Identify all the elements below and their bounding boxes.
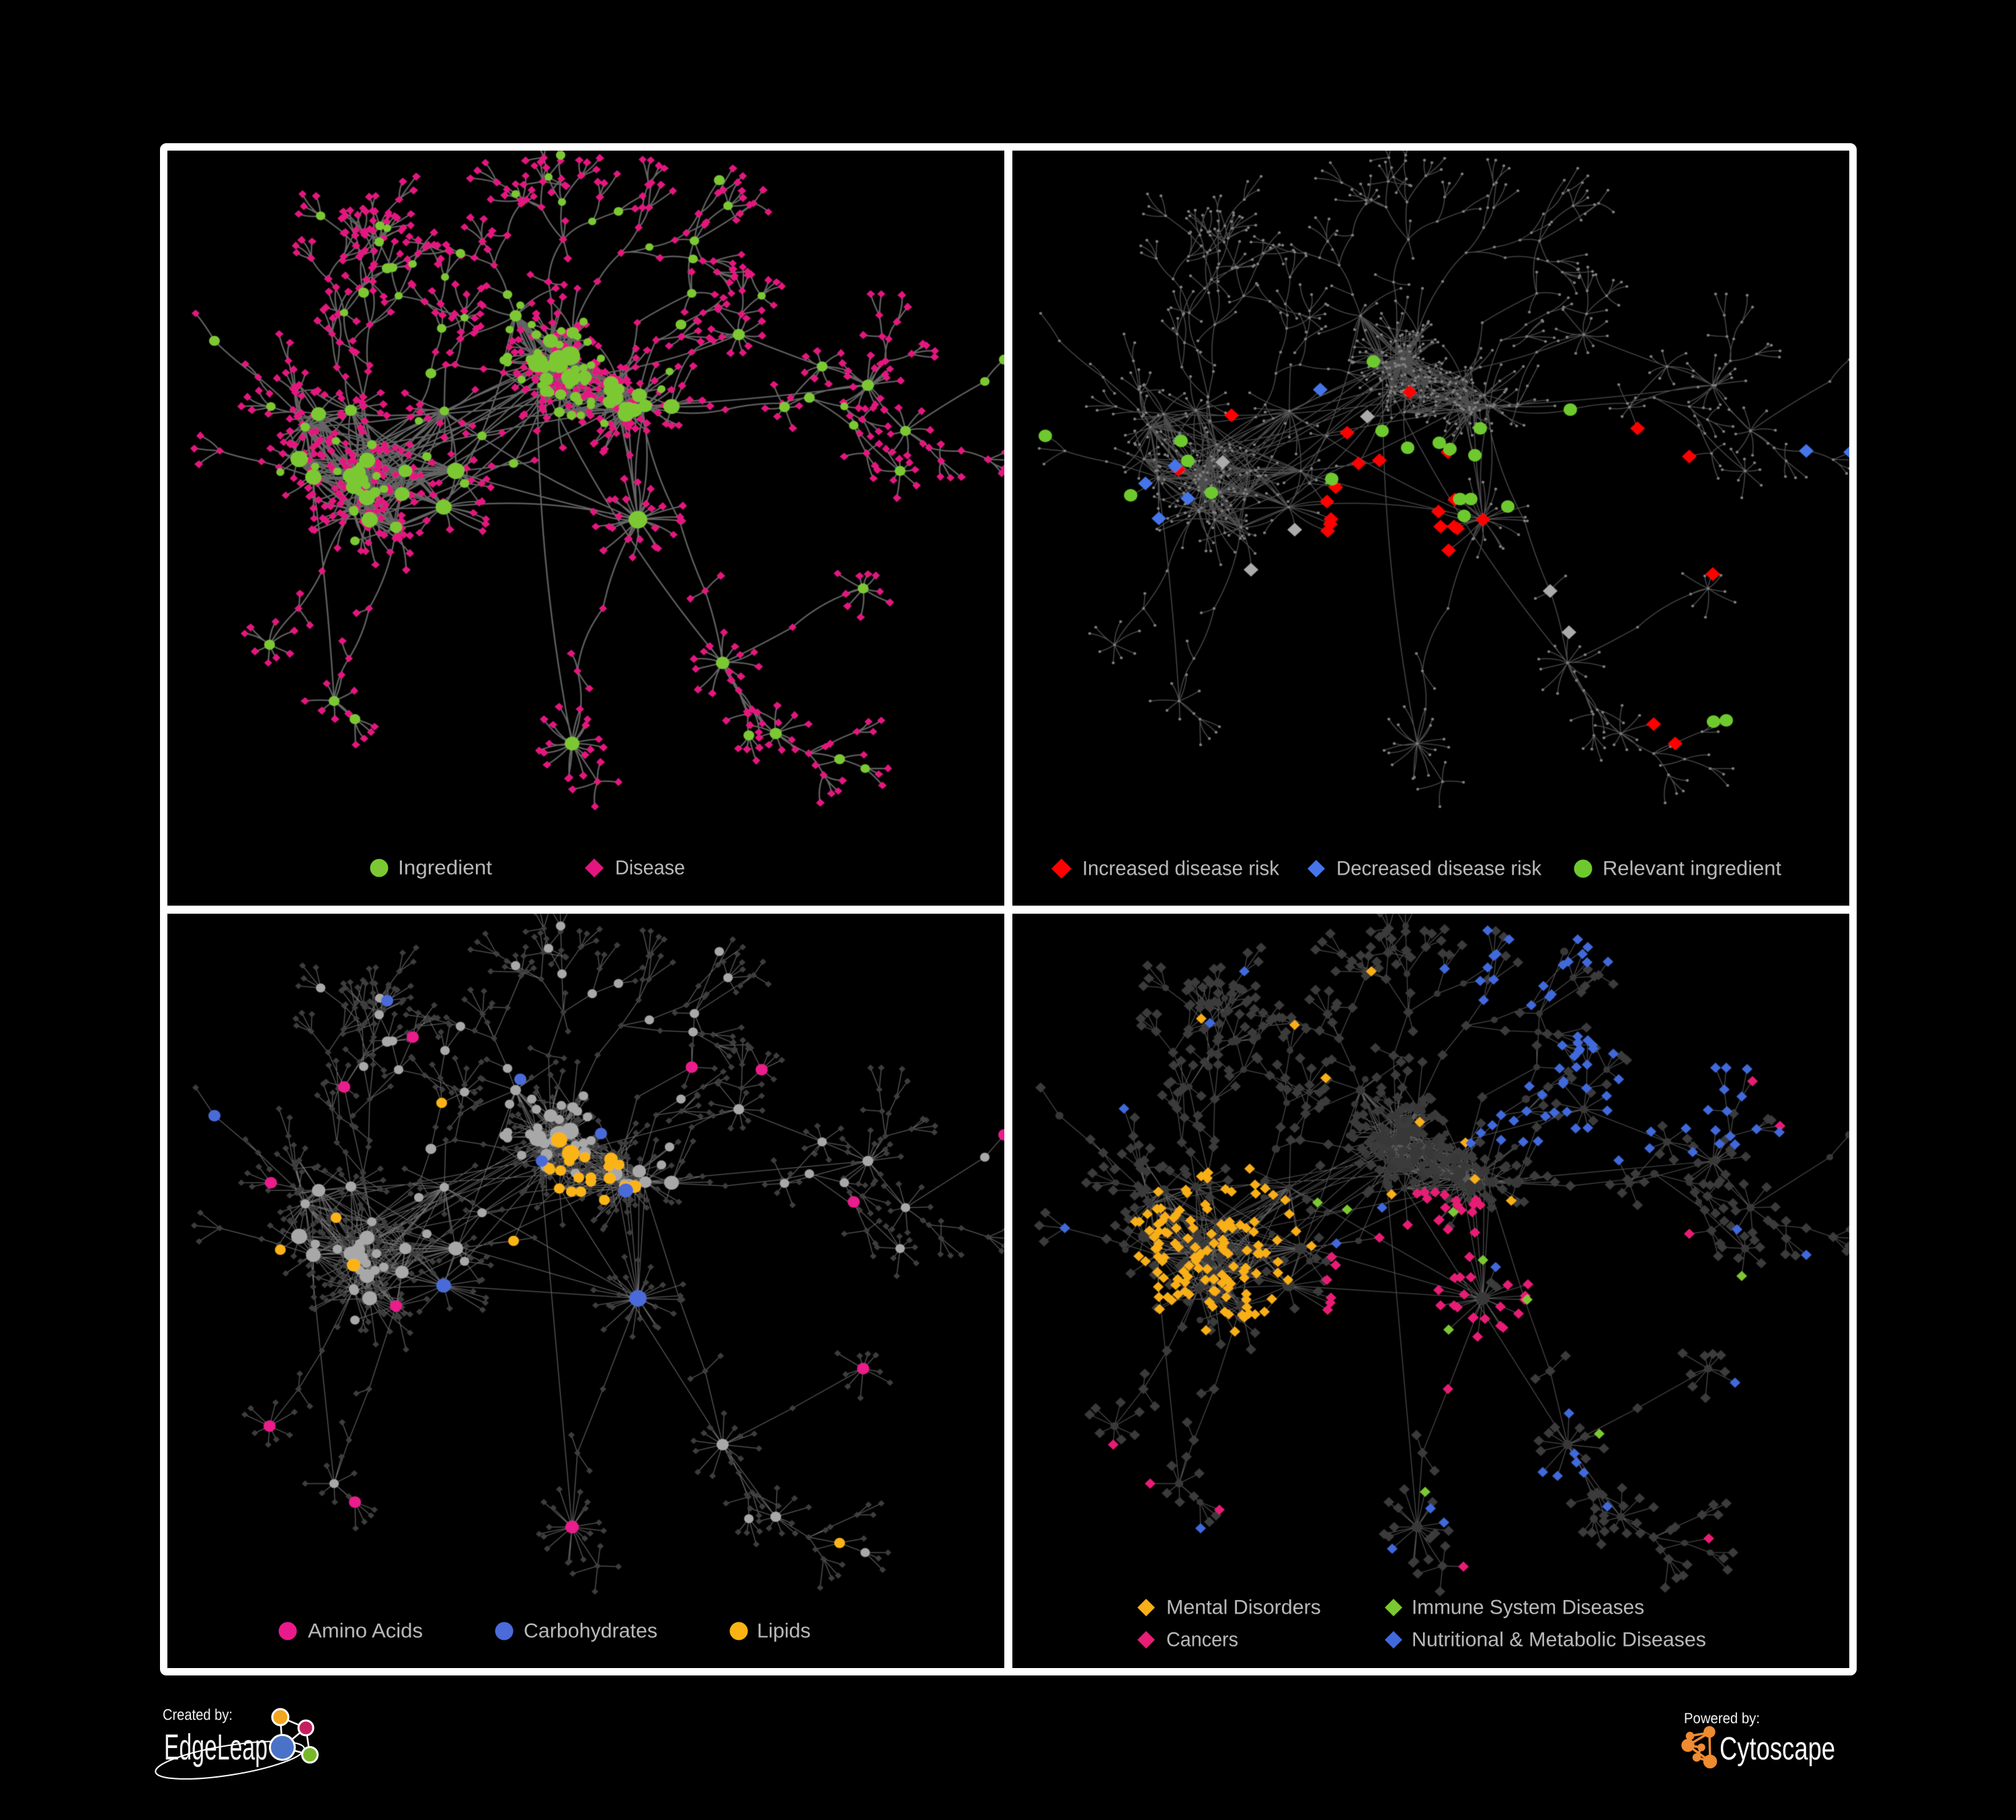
- svg-text:Ingredient: Ingredient: [398, 857, 493, 879]
- svg-text:Decreased disease risk: Decreased disease risk: [1336, 858, 1542, 880]
- svg-text:Cytoscape: Cytoscape: [1720, 1731, 1835, 1767]
- svg-text:Relevant ingredient: Relevant ingredient: [1603, 858, 1782, 880]
- svg-text:Created by:: Created by:: [163, 1706, 233, 1723]
- svg-text:Cancers: Cancers: [1166, 1629, 1238, 1651]
- svg-text:Mental Disorders: Mental Disorders: [1166, 1597, 1321, 1619]
- svg-text:Carbohydrates: Carbohydrates: [524, 1620, 657, 1643]
- svg-text:Lipids: Lipids: [757, 1620, 811, 1643]
- svg-text:Immune System Diseases: Immune System Diseases: [1412, 1597, 1644, 1619]
- svg-text:Powered by:: Powered by:: [1684, 1710, 1760, 1727]
- svg-text:Increased disease risk: Increased disease risk: [1082, 858, 1280, 880]
- svg-text:Nutritional & Metabolic Diseas: Nutritional & Metabolic Diseases: [1412, 1629, 1706, 1651]
- svg-text:Amino Acids: Amino Acids: [308, 1620, 423, 1643]
- svg-text:Disease: Disease: [615, 857, 685, 879]
